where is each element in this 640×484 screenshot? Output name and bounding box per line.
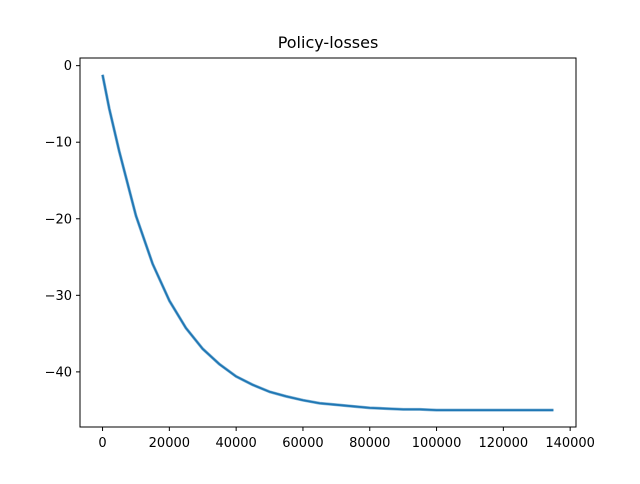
x-tick-label: 80000 xyxy=(349,436,390,451)
y-tick-label: −20 xyxy=(45,212,72,227)
x-tick-label: 40000 xyxy=(215,436,256,451)
x-tick-label: 100000 xyxy=(412,436,462,451)
y-tick-label: 0 xyxy=(64,59,72,74)
y-tick-label: −40 xyxy=(45,365,72,380)
x-tick-label: 140000 xyxy=(545,436,595,451)
x-tick-label: 20000 xyxy=(149,436,190,451)
x-tick-label: 120000 xyxy=(479,436,529,451)
x-tick-label: 0 xyxy=(98,436,106,451)
series-band-0 xyxy=(101,74,554,412)
y-axis: 0 −10 −20 −30 −40 xyxy=(45,59,80,380)
series-line-0 xyxy=(101,74,554,412)
chart-title: Policy-losses xyxy=(278,33,379,52)
y-tick-label: −30 xyxy=(45,289,72,304)
plot-frame xyxy=(79,57,577,428)
x-tick-label: 60000 xyxy=(282,436,323,451)
y-tick-label: −10 xyxy=(45,136,72,151)
x-axis: 0 20000 40000 60000 80000 100000 120000 140000 xyxy=(98,427,595,451)
plot-area xyxy=(101,74,554,412)
